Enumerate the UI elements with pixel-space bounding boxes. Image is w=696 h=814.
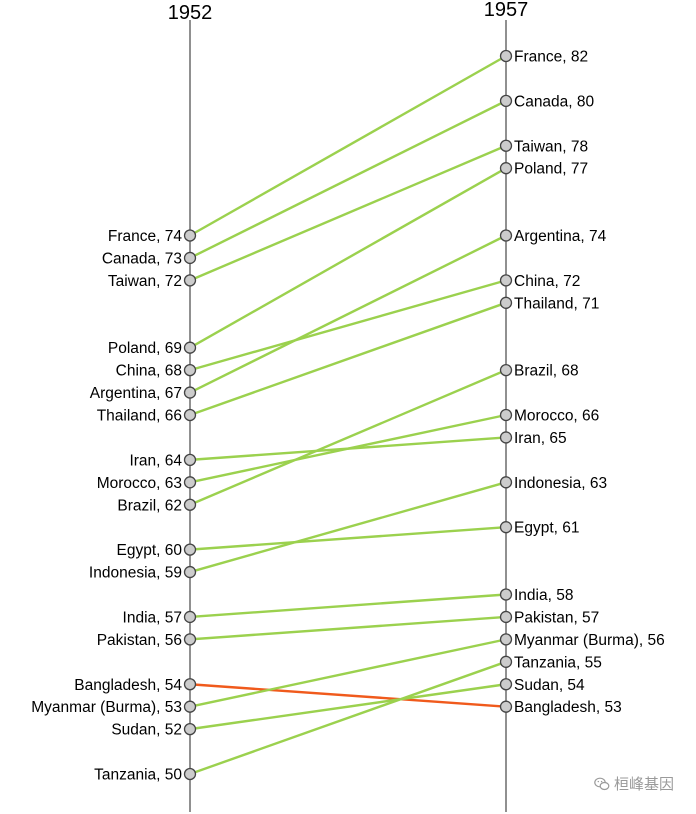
axis-title-1957: 1957 xyxy=(484,0,529,21)
slope-line-indonesia xyxy=(189,481,507,574)
wechat-icon xyxy=(594,777,610,790)
point-1952-pakistan xyxy=(183,633,197,646)
point-1952-bangladesh xyxy=(183,678,197,691)
label-1957-pakistan: Pakistan, 57 xyxy=(514,609,599,626)
label-1952-canada: Canada, 73 xyxy=(102,250,182,267)
watermark: 桓峰基因 xyxy=(594,773,674,794)
label-1957-thailand: Thailand, 71 xyxy=(514,295,599,312)
label-1952-taiwan: Taiwan, 72 xyxy=(108,273,182,290)
label-1957-canada: Canada, 80 xyxy=(514,93,595,110)
label-1957-egypt: Egypt, 61 xyxy=(514,520,580,537)
point-1957-india xyxy=(499,588,513,601)
slope-line-morocco xyxy=(189,413,507,484)
label-1952-egypt: Egypt, 60 xyxy=(117,542,183,559)
slope-line-brazil xyxy=(189,369,507,506)
label-1952-poland: Poland, 69 xyxy=(108,340,182,357)
point-1957-bangladesh xyxy=(499,700,513,713)
label-1952-india: India, 57 xyxy=(123,609,182,626)
label-1957-argentina: Argentina, 74 xyxy=(514,228,607,245)
label-1957-tanzania: Tanzania, 55 xyxy=(514,654,602,671)
slope-line-argentina xyxy=(189,234,507,394)
label-1952-tanzania: Tanzania, 50 xyxy=(94,767,182,784)
label-1952-china: China, 68 xyxy=(116,363,182,380)
point-1957-myanmar-burma xyxy=(499,633,513,646)
label-1957-poland: Poland, 77 xyxy=(514,161,588,178)
point-1957-indonesia xyxy=(499,476,513,489)
point-1952-myanmar-burma xyxy=(183,700,197,713)
label-1957-france: France, 82 xyxy=(514,49,588,66)
point-1952-india xyxy=(183,610,197,624)
label-1952-brazil: Brazil, 62 xyxy=(117,497,182,514)
label-1957-bangladesh: Bangladesh, 53 xyxy=(514,699,622,716)
point-1957-pakistan xyxy=(499,610,513,624)
slope-line-china xyxy=(189,279,507,372)
watermark-text: 桓峰基因 xyxy=(613,775,674,793)
point-1957-egypt xyxy=(499,521,513,534)
point-1952-poland xyxy=(183,341,197,354)
point-1957-france xyxy=(499,49,513,63)
point-1957-thailand xyxy=(499,296,513,309)
slope-line-tanzania xyxy=(189,660,507,776)
slope-points xyxy=(183,49,513,781)
point-1957-iran xyxy=(499,431,513,444)
point-1952-china xyxy=(183,363,197,377)
point-1957-taiwan xyxy=(499,139,513,152)
point-1952-france xyxy=(183,229,197,242)
label-1952-pakistan: Pakistan, 56 xyxy=(97,632,182,649)
slope-line-poland xyxy=(189,167,507,349)
point-1952-brazil xyxy=(183,498,197,511)
point-1952-sudan xyxy=(183,722,197,736)
label-1957-iran: Iran, 65 xyxy=(514,430,567,447)
point-1952-egypt xyxy=(183,543,197,556)
slope-line-france xyxy=(189,54,507,237)
label-1957-morocco: Morocco, 66 xyxy=(514,408,599,425)
slope-line-india xyxy=(189,593,507,619)
label-1952-sudan: Sudan, 52 xyxy=(111,722,182,739)
label-1957-india: India, 58 xyxy=(514,587,573,604)
label-1952-morocco: Morocco, 63 xyxy=(97,475,182,492)
point-1957-sudan xyxy=(499,678,513,691)
point-1957-china xyxy=(499,274,513,287)
point-1957-poland xyxy=(499,162,513,175)
point-1952-taiwan xyxy=(183,274,197,287)
axis-title-1952: 1952 xyxy=(168,2,213,24)
slope-line-taiwan xyxy=(189,144,507,282)
label-1957-taiwan: Taiwan, 78 xyxy=(514,138,588,155)
label-1957-china: China, 72 xyxy=(514,273,580,290)
slope-line-sudan xyxy=(189,683,507,731)
label-1952-myanmar-burma: Myanmar (Burma), 53 xyxy=(31,699,182,716)
slope-line-egypt xyxy=(189,525,507,551)
slope-lines xyxy=(189,54,507,776)
point-1957-argentina xyxy=(499,229,513,242)
point-1952-canada xyxy=(183,251,197,265)
point-1952-iran xyxy=(183,453,197,467)
label-1952-argentina: Argentina, 67 xyxy=(90,385,182,402)
point-1952-indonesia xyxy=(183,565,197,579)
point-1957-morocco xyxy=(499,408,513,422)
label-1957-sudan: Sudan, 54 xyxy=(514,677,585,694)
point-1952-morocco xyxy=(183,476,197,489)
label-1952-iran: Iran, 64 xyxy=(129,452,182,469)
label-1952-thailand: Thailand, 66 xyxy=(97,408,182,425)
label-1952-indonesia: Indonesia, 59 xyxy=(89,565,182,582)
slope-line-bangladesh xyxy=(189,683,507,708)
label-1952-bangladesh: Bangladesh, 54 xyxy=(74,677,182,694)
label-1952-france: France, 74 xyxy=(108,228,182,245)
point-1952-tanzania xyxy=(183,767,197,781)
point-1957-tanzania xyxy=(499,655,513,668)
label-1957-myanmar-burma: Myanmar (Burma), 56 xyxy=(514,632,665,649)
slope-line-canada xyxy=(189,99,507,260)
slope-line-pakistan xyxy=(189,615,507,641)
point-1952-thailand xyxy=(183,408,197,422)
point-1957-brazil xyxy=(499,363,513,377)
label-1957-brazil: Brazil, 68 xyxy=(514,363,579,380)
slope-labels: France, 74 France, 82 Canada, 73 Canada, 80… xyxy=(31,49,664,784)
point-1952-argentina xyxy=(183,386,197,399)
slope-line-thailand xyxy=(189,301,507,417)
slope-line-myanmar-burma xyxy=(189,638,507,708)
point-1957-canada xyxy=(499,94,513,108)
label-1957-indonesia: Indonesia, 63 xyxy=(514,475,607,492)
